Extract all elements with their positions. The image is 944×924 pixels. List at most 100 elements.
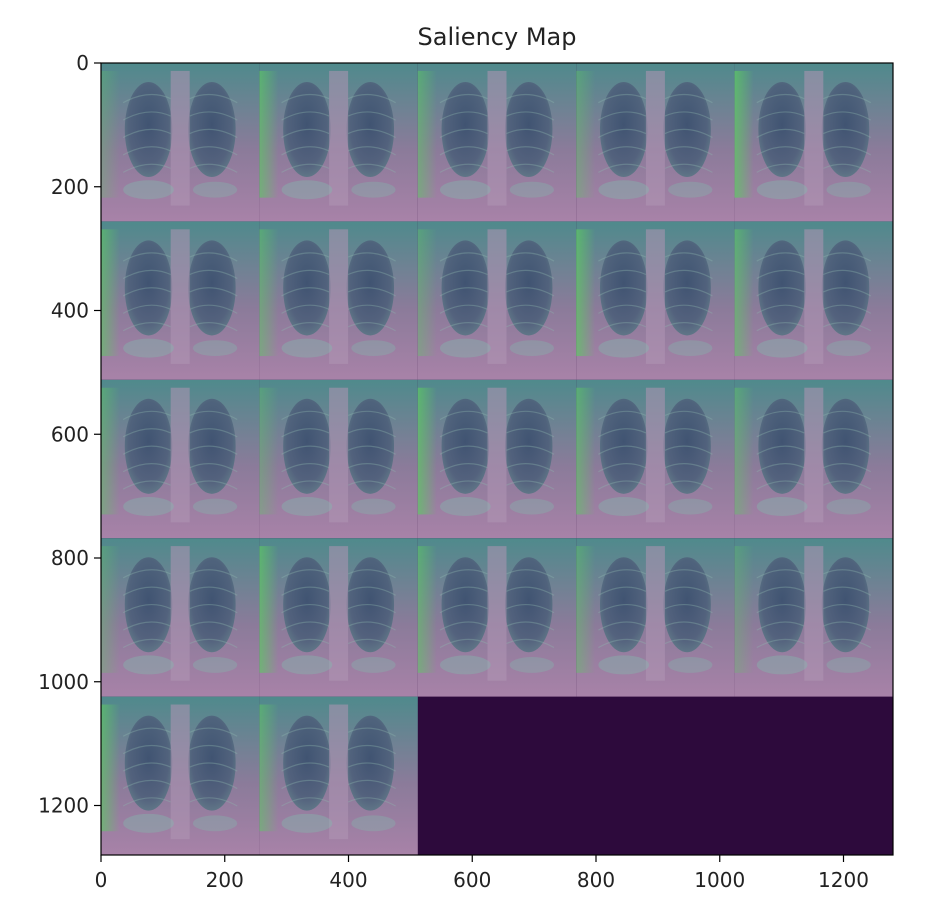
rib-left <box>281 604 330 614</box>
lung-left <box>758 557 806 653</box>
rib-right <box>347 604 396 614</box>
diaphragm-right <box>668 657 713 673</box>
rib-right <box>506 287 555 297</box>
saliency-edge <box>259 704 279 832</box>
x-tick-label: 600 <box>453 868 491 892</box>
rib-right <box>347 128 396 139</box>
rib-left <box>122 146 171 156</box>
lung-left <box>283 240 331 336</box>
rib-right <box>664 604 713 614</box>
diaphragm-right <box>509 498 555 515</box>
rib-right <box>189 727 238 737</box>
lung-right <box>188 398 236 494</box>
diaphragm-right <box>826 498 871 515</box>
diaphragm-left <box>598 497 650 517</box>
rib-left <box>756 621 805 631</box>
lung-right <box>821 398 870 494</box>
rib-left <box>756 304 805 314</box>
diaphragm-right <box>668 181 713 198</box>
rib-left <box>598 638 647 649</box>
rib-right <box>189 410 238 421</box>
lung-left <box>283 715 331 811</box>
rib-right <box>189 744 238 755</box>
lung-left <box>758 240 806 336</box>
saliency-edge <box>417 546 437 673</box>
rib-left <box>281 744 330 755</box>
saliency-edge <box>101 70 121 198</box>
rib-right <box>189 762 238 772</box>
diaphragm-left <box>439 180 491 200</box>
image-tiles <box>101 63 893 855</box>
saliency-edge <box>259 229 279 357</box>
rib-left <box>756 93 805 104</box>
saliency-edge <box>417 229 437 357</box>
rib-left <box>439 428 488 438</box>
lung-left <box>283 557 331 653</box>
rib-left <box>756 569 805 579</box>
rib-right <box>189 163 238 173</box>
rib-right <box>347 779 396 790</box>
diaphragm-right <box>826 181 871 198</box>
saliency-edge <box>734 387 754 515</box>
xray-tile <box>259 221 418 380</box>
rib-left <box>281 480 330 490</box>
diaphragm-left <box>281 497 333 517</box>
lung-right <box>346 240 395 336</box>
y-tick-label: 200 <box>51 175 89 199</box>
rib-right <box>189 322 238 332</box>
rib-left <box>122 269 171 280</box>
lung-left <box>441 240 490 336</box>
saliency-edge <box>734 70 754 198</box>
rib-right <box>823 410 872 421</box>
rib-left <box>756 111 805 121</box>
rib-right <box>189 146 238 156</box>
rib-right <box>506 638 555 649</box>
rib-right <box>664 638 713 649</box>
spine <box>170 546 190 681</box>
rib-right <box>664 480 713 490</box>
rib-left <box>598 304 647 314</box>
rib-left <box>598 252 647 262</box>
rib-left <box>439 111 488 121</box>
rib-right <box>347 252 396 262</box>
spine <box>487 70 507 206</box>
rib-left <box>598 410 647 421</box>
rib-right <box>823 163 872 173</box>
y-tick-label: 1000 <box>38 670 89 694</box>
rib-left <box>439 410 488 421</box>
rib-right <box>347 445 396 455</box>
lung-left <box>758 398 806 494</box>
rib-left <box>756 269 805 280</box>
rib-right <box>347 163 396 173</box>
lung-left <box>441 557 490 653</box>
rib-right <box>189 111 238 121</box>
lung-right <box>346 715 395 811</box>
rib-right <box>506 269 555 280</box>
lung-left <box>758 82 806 178</box>
spine <box>645 546 665 681</box>
rib-left <box>122 463 171 473</box>
rib-left <box>439 93 488 104</box>
spine <box>170 70 190 206</box>
diaphragm-right <box>192 657 238 673</box>
rib-left <box>122 744 171 755</box>
y-tick-label: 1200 <box>38 794 89 818</box>
rib-left <box>439 269 488 280</box>
rib-right <box>347 146 396 156</box>
rib-right <box>347 428 396 438</box>
rib-left <box>598 445 647 455</box>
lung-left <box>599 398 648 494</box>
xray-tile <box>417 63 577 222</box>
x-tick-label: 400 <box>329 868 367 892</box>
diaphragm-left <box>281 655 333 675</box>
diaphragm-right <box>351 815 396 832</box>
rib-left <box>598 163 647 173</box>
lung-left <box>124 82 173 178</box>
rib-left <box>281 463 330 473</box>
rib-left <box>122 163 171 173</box>
rib-right <box>823 480 872 490</box>
lung-left <box>441 82 490 178</box>
rib-right <box>506 304 555 314</box>
rib-right <box>823 287 872 297</box>
rib-right <box>664 586 713 596</box>
